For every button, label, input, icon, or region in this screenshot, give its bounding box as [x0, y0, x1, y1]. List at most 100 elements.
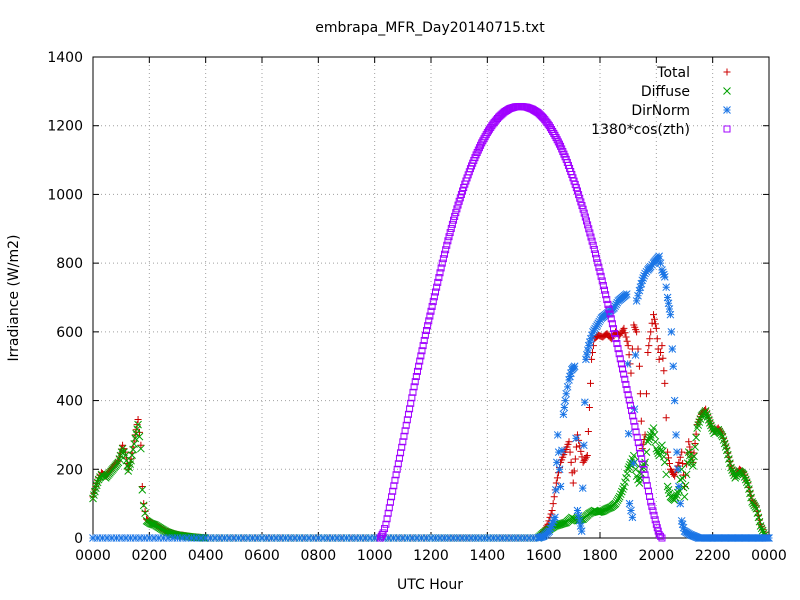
legend-marker — [723, 125, 731, 133]
data-point — [262, 534, 271, 542]
data-point — [576, 522, 585, 530]
data-point — [98, 534, 107, 542]
data-point — [632, 428, 640, 436]
data-point — [577, 198, 585, 206]
data-point — [664, 299, 673, 308]
data-point — [93, 478, 102, 487]
data-point — [384, 509, 392, 517]
data-point — [383, 515, 391, 523]
data-point — [120, 445, 128, 453]
data-point — [411, 378, 419, 386]
data-point — [637, 279, 646, 288]
data-point — [448, 220, 456, 228]
data-point — [606, 310, 614, 318]
data-point — [474, 146, 482, 154]
data-point — [652, 444, 661, 453]
data-point — [648, 502, 656, 510]
data-point — [705, 419, 714, 427]
data-point — [342, 534, 351, 542]
data-point — [385, 504, 393, 512]
data-point — [402, 421, 410, 429]
data-point — [635, 479, 644, 487]
data-point — [309, 534, 318, 542]
data-point — [418, 347, 426, 355]
data-point — [548, 519, 557, 527]
data-point — [567, 369, 575, 377]
data-point — [608, 320, 616, 328]
data-point — [119, 441, 127, 449]
data-point — [453, 534, 462, 542]
data-point — [444, 237, 452, 245]
data-point — [630, 417, 638, 425]
x-tick-label: 2200 — [695, 548, 731, 564]
data-point — [145, 534, 154, 542]
data-point — [404, 410, 412, 418]
legend-marker — [723, 87, 731, 95]
data-point — [178, 534, 187, 542]
data-point — [566, 448, 574, 456]
data-point — [666, 310, 675, 319]
data-point — [678, 520, 687, 529]
data-point — [649, 424, 658, 432]
data-point — [708, 424, 716, 432]
data-point — [141, 507, 149, 515]
data-point — [754, 512, 762, 520]
data-point — [674, 465, 682, 474]
data-point — [356, 534, 365, 542]
data-point — [473, 149, 481, 157]
data-point — [502, 534, 511, 542]
data-point — [583, 346, 592, 355]
data-marks — [89, 102, 773, 542]
data-point — [431, 534, 440, 542]
data-point — [551, 513, 559, 522]
data-point — [136, 534, 144, 542]
data-point — [381, 525, 389, 533]
data-point — [150, 534, 158, 542]
series-2 — [89, 252, 773, 542]
data-point — [585, 225, 593, 233]
data-point — [667, 328, 676, 336]
data-point — [417, 352, 425, 360]
data-point — [690, 452, 698, 461]
data-point — [389, 487, 397, 495]
data-point — [552, 458, 561, 467]
data-point — [429, 298, 437, 306]
data-point — [451, 212, 459, 220]
data-point — [89, 534, 97, 542]
data-point — [314, 534, 323, 542]
y-tick-label: 1200 — [47, 119, 83, 135]
data-point — [655, 252, 664, 261]
data-point — [394, 534, 402, 542]
data-point — [644, 487, 652, 495]
legend-label: 1380*cos(zth) — [591, 122, 690, 138]
data-point — [428, 302, 436, 310]
data-point — [620, 370, 628, 378]
data-point — [570, 467, 578, 475]
data-point — [442, 246, 450, 254]
data-point — [617, 487, 626, 496]
data-point — [319, 534, 327, 542]
data-point — [398, 443, 406, 451]
data-point — [572, 443, 580, 451]
data-point — [476, 534, 484, 542]
data-point — [417, 534, 426, 542]
data-point — [629, 451, 638, 460]
data-point — [591, 250, 599, 258]
data-point — [615, 492, 624, 501]
x-tick-label: 1400 — [470, 548, 506, 564]
data-point — [400, 432, 408, 440]
data-point — [453, 205, 461, 213]
data-point — [653, 335, 661, 343]
series-3 — [376, 102, 666, 542]
data-point — [138, 482, 146, 490]
data-point — [622, 380, 630, 388]
data-point — [403, 416, 411, 424]
legend-marker — [723, 106, 731, 114]
data-point — [673, 488, 682, 497]
data-point — [601, 286, 609, 294]
data-point — [670, 396, 679, 405]
data-point — [629, 459, 638, 468]
data-point — [644, 437, 652, 446]
data-point — [692, 430, 700, 438]
data-point — [498, 534, 507, 542]
